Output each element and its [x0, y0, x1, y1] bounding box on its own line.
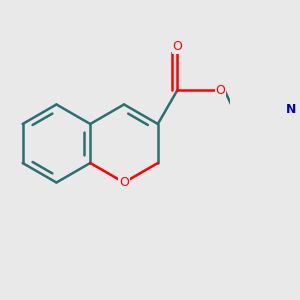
Text: O: O: [119, 176, 129, 189]
Text: N: N: [286, 103, 296, 116]
Text: O: O: [216, 84, 226, 97]
Text: O: O: [172, 40, 182, 53]
